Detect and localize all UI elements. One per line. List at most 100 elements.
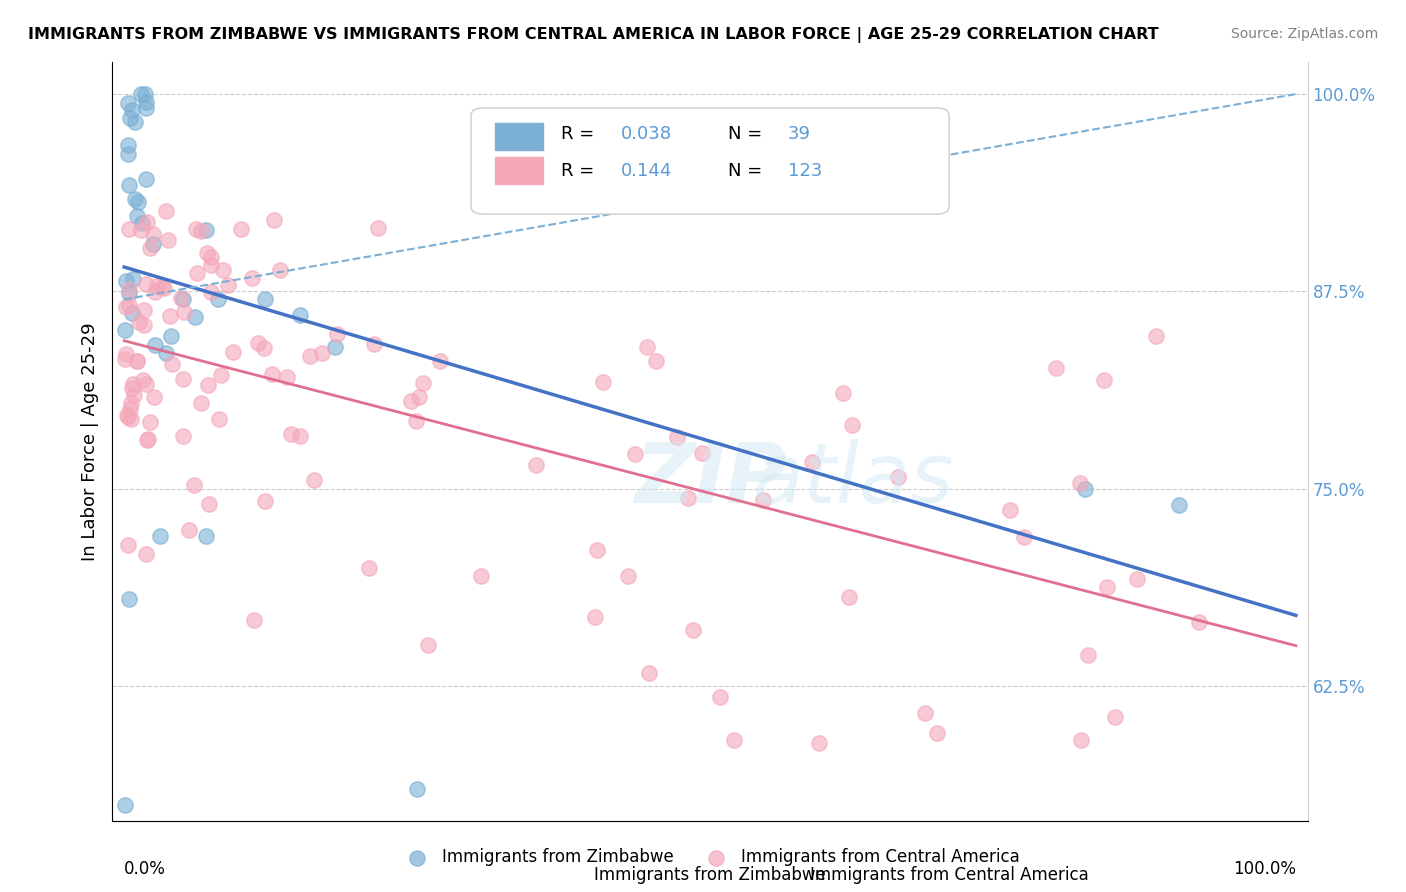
Point	[665, 429, 688, 443]
Point	[208, 412, 231, 426]
Point	[160, 329, 183, 343]
Point	[1167, 498, 1189, 512]
Point	[156, 233, 179, 247]
Point	[118, 112, 141, 126]
Point	[190, 224, 212, 238]
Point	[142, 237, 165, 252]
Point	[129, 223, 152, 237]
Point	[636, 340, 658, 354]
Point	[399, 394, 422, 409]
Point	[135, 376, 157, 391]
Point	[143, 390, 166, 404]
Point	[197, 378, 219, 392]
Point	[149, 529, 172, 543]
Point	[122, 377, 145, 392]
Point	[592, 375, 614, 389]
Point	[416, 638, 439, 652]
Point	[155, 346, 177, 360]
Point	[146, 278, 169, 293]
Point	[269, 263, 291, 277]
Point	[253, 342, 276, 356]
Point	[135, 95, 157, 110]
Text: 0.038: 0.038	[620, 126, 672, 144]
Point	[1092, 373, 1115, 387]
Text: 39: 39	[787, 126, 811, 144]
Text: 0.144: 0.144	[620, 161, 672, 180]
Point	[135, 547, 157, 561]
Point	[127, 194, 149, 209]
Text: 0.0%: 0.0%	[124, 860, 166, 878]
Point	[808, 736, 831, 750]
Point	[280, 427, 302, 442]
Point	[326, 327, 349, 342]
Point	[143, 338, 166, 352]
Point	[124, 388, 146, 402]
FancyBboxPatch shape	[471, 108, 949, 214]
Point	[1074, 482, 1097, 496]
Point	[118, 178, 141, 192]
Point	[925, 726, 948, 740]
Point	[253, 293, 276, 307]
Text: N =: N =	[728, 161, 762, 180]
Point	[998, 503, 1021, 517]
Point	[153, 280, 176, 294]
Point	[115, 347, 138, 361]
Point	[586, 542, 609, 557]
Point	[172, 429, 194, 443]
Point	[143, 285, 166, 299]
Point	[363, 336, 385, 351]
Point	[229, 221, 252, 235]
Point	[1095, 580, 1118, 594]
Point	[125, 353, 148, 368]
Point	[121, 103, 143, 118]
Point	[195, 529, 218, 543]
Point	[801, 455, 824, 469]
Point	[323, 340, 346, 354]
Point	[841, 417, 863, 432]
Point	[135, 101, 157, 115]
Point	[1144, 328, 1167, 343]
Point	[1125, 573, 1147, 587]
Point	[120, 412, 142, 426]
Point	[124, 193, 146, 207]
Point	[170, 291, 193, 305]
Point	[172, 372, 194, 386]
Point	[121, 306, 143, 320]
Point	[200, 285, 222, 299]
Point	[118, 222, 141, 236]
Point	[1070, 733, 1092, 747]
Text: IMMIGRANTS FROM ZIMBABWE VS IMMIGRANTS FROM CENTRAL AMERICA IN LABOR FORCE | AGE: IMMIGRANTS FROM ZIMBABWE VS IMMIGRANTS F…	[28, 27, 1159, 43]
Point	[117, 147, 139, 161]
Point	[638, 666, 661, 681]
Point	[135, 277, 157, 292]
Point	[408, 390, 430, 404]
Text: Source: ZipAtlas.com: Source: ZipAtlas.com	[1230, 27, 1378, 41]
Point	[159, 309, 181, 323]
Point	[723, 732, 745, 747]
Text: R =: R =	[561, 126, 593, 144]
Point	[162, 358, 184, 372]
Point	[114, 300, 136, 314]
Point	[129, 87, 152, 101]
Point	[212, 262, 235, 277]
Point	[299, 349, 322, 363]
Point	[127, 209, 149, 223]
Point	[676, 491, 699, 506]
Point	[288, 308, 311, 322]
Point	[276, 370, 298, 384]
Point	[139, 415, 162, 429]
Point	[914, 706, 936, 720]
Text: R =: R =	[561, 161, 593, 180]
Point	[198, 497, 221, 511]
Point	[645, 354, 668, 368]
Point	[200, 258, 222, 272]
Text: Immigrants from Zimbabwe: Immigrants from Zimbabwe	[595, 866, 825, 884]
Point	[195, 222, 218, 236]
Point	[470, 569, 492, 583]
Point	[127, 354, 149, 368]
Point	[429, 353, 451, 368]
Point	[118, 298, 141, 312]
Point	[209, 368, 232, 382]
Point	[190, 396, 212, 410]
Point	[134, 318, 156, 332]
